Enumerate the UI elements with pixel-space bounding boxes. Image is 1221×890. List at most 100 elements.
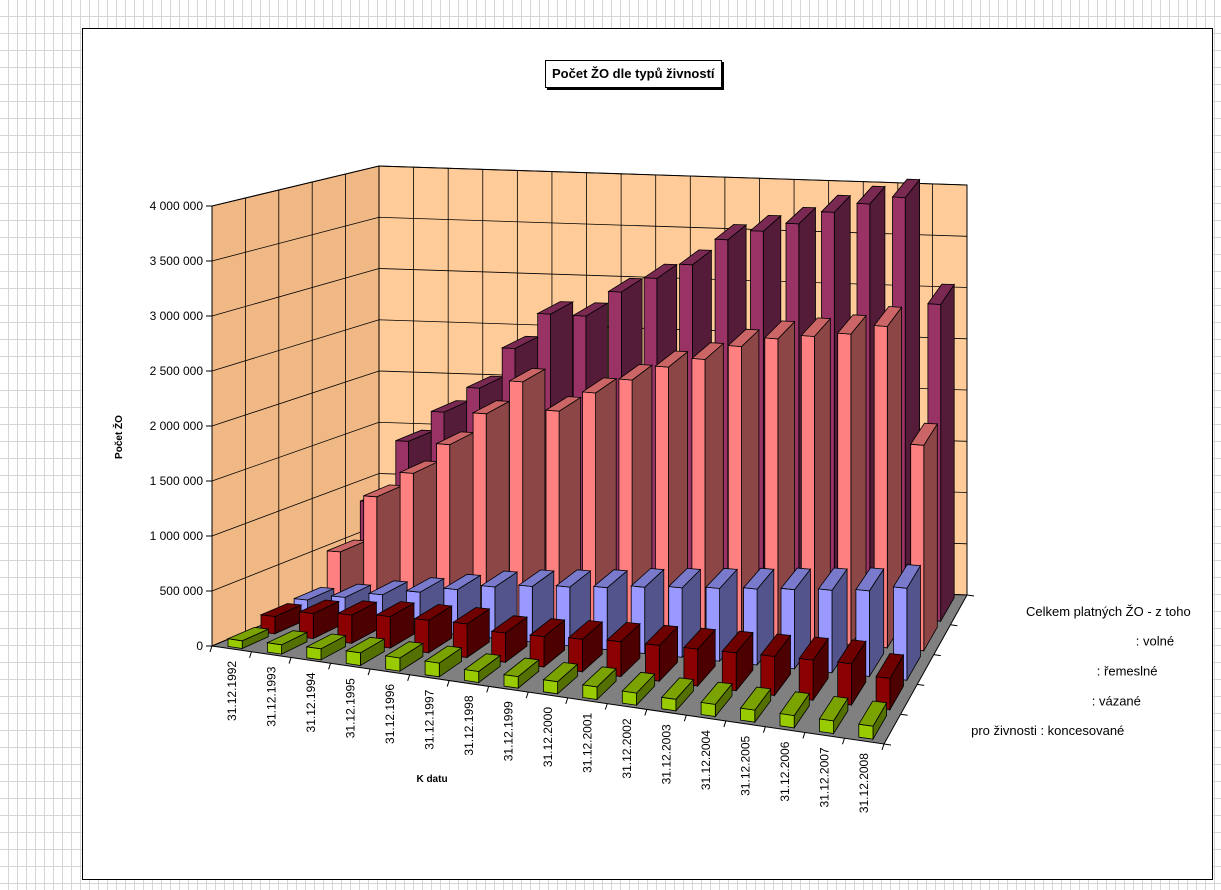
x-tick (644, 709, 648, 716)
bar-face (763, 320, 796, 340)
x-tick-label: 31.12.2003 (660, 724, 674, 784)
x-tick (723, 720, 727, 728)
bar-face (405, 577, 446, 593)
x-tick-label: 31.12.1998 (462, 695, 476, 755)
x-tick (367, 668, 371, 676)
x-tick-label: 31.12.2002 (620, 718, 634, 778)
bar-face (800, 317, 832, 337)
bar-face (463, 653, 502, 672)
bar-face (700, 681, 733, 705)
x-tick (249, 651, 253, 658)
y-tick-label: 1 500 000 (150, 474, 204, 488)
bar-face (856, 185, 886, 205)
bar-face (654, 350, 689, 368)
bar-face (836, 314, 867, 335)
bar-face (298, 599, 341, 615)
bar-face (660, 677, 695, 700)
bar-face (678, 249, 713, 266)
bar (424, 645, 463, 678)
x-tick-label: 31.12.1999 (502, 701, 516, 761)
bar-face (413, 604, 453, 621)
x-tick-label: 31.12.2006 (778, 741, 792, 801)
x-tick-label: 31.12.1995 (343, 678, 357, 738)
bar-face (330, 583, 372, 598)
z-tick (883, 743, 892, 746)
bar-face (542, 662, 579, 683)
x-tick (762, 726, 766, 733)
bar-face (517, 569, 555, 587)
bar-face (345, 650, 361, 666)
bar-face (544, 396, 582, 412)
bar (305, 633, 347, 661)
bar (690, 342, 725, 635)
bar-face (740, 707, 756, 723)
bar (581, 377, 618, 626)
x-tick (288, 657, 292, 664)
x-tick (802, 732, 806, 739)
bar-face (503, 657, 540, 678)
bar (800, 317, 832, 644)
bar-face (259, 603, 303, 617)
bar-face (452, 607, 491, 625)
bar (837, 639, 867, 707)
bar (739, 686, 772, 724)
bar (298, 599, 341, 640)
bar-face (742, 567, 775, 590)
bar-face (617, 364, 654, 381)
bar-face (581, 377, 618, 394)
bar-face (226, 626, 270, 642)
series-label: : vázané (1092, 693, 1141, 708)
bar (606, 621, 641, 678)
bar-face (424, 660, 440, 678)
bar-face (442, 573, 482, 591)
bar-face (909, 422, 938, 446)
bar-face (336, 600, 378, 616)
bar-face (582, 684, 598, 700)
bar-face (891, 178, 921, 199)
bar-face (785, 206, 817, 225)
bar-face (837, 639, 867, 665)
bar (529, 618, 566, 668)
bar (503, 657, 540, 690)
x-tick-label: 31.12.2005 (739, 735, 753, 795)
bar (435, 431, 476, 614)
bar (398, 460, 439, 611)
bar-face (536, 301, 575, 315)
bar-face (760, 633, 792, 657)
x-tick-label: 31.12.1997 (422, 689, 436, 749)
bar (654, 350, 689, 632)
bar-face (543, 679, 558, 695)
bar-face (855, 567, 885, 592)
bar (798, 636, 829, 702)
bar-face (683, 627, 717, 650)
bar-face (820, 194, 852, 213)
bar-face (875, 653, 905, 679)
x-tick-label: 31.12.2008 (857, 753, 871, 813)
bar-face (375, 601, 416, 618)
bar (621, 671, 656, 707)
bar (581, 666, 617, 701)
bar (542, 662, 579, 695)
bar (683, 627, 717, 688)
bar-face (727, 328, 760, 348)
bar (471, 400, 511, 617)
bar (780, 567, 812, 671)
y-tick-label: 1 000 000 (150, 529, 204, 543)
y-tick-label: 3 500 000 (150, 254, 204, 268)
bar (836, 314, 867, 647)
z-tick (900, 713, 908, 716)
bar (463, 653, 502, 684)
bar (817, 567, 848, 674)
bar-face (667, 567, 702, 589)
y-tick-label: 0 (196, 639, 203, 653)
bar-face (779, 691, 810, 717)
bar-face (721, 630, 754, 654)
y-tick-label: 3 000 000 (150, 309, 204, 323)
x-axis-title: K datu (416, 774, 447, 785)
y-tick-label: 2 000 000 (150, 419, 204, 433)
bar (644, 624, 679, 683)
bar-face (714, 224, 748, 241)
bar-face (621, 671, 656, 694)
bar-face (749, 214, 782, 232)
bar-face (424, 645, 463, 664)
